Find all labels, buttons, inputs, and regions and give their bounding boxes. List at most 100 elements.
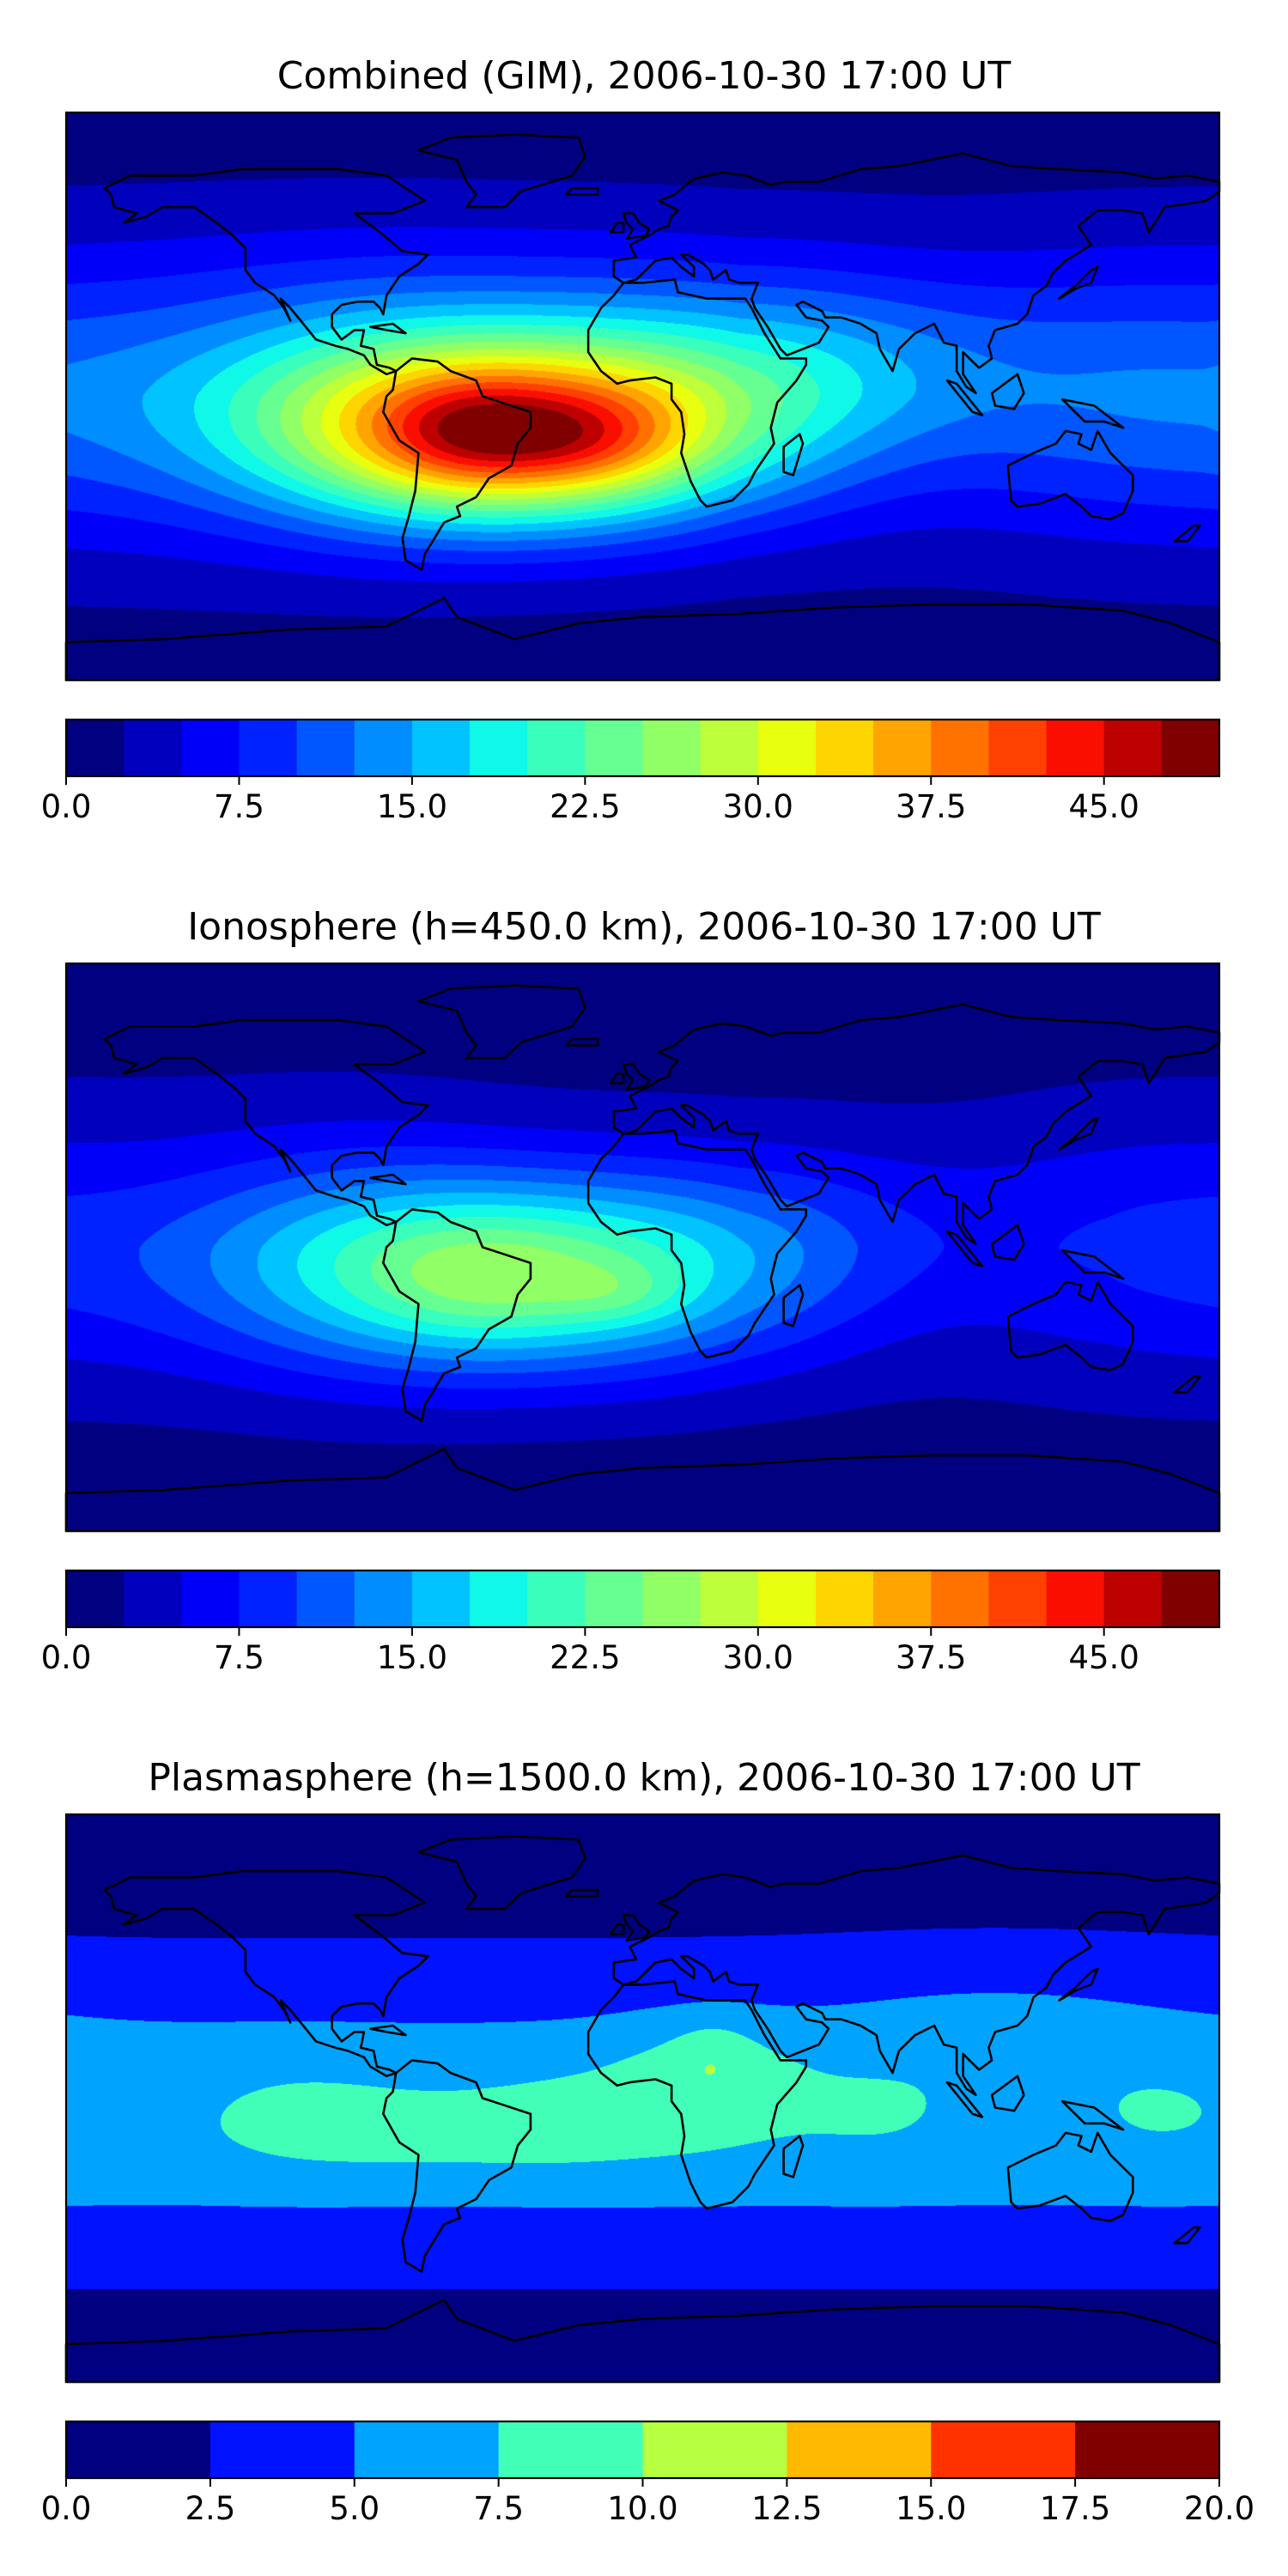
panel-ionosphere: Ionosphere (h=450.0 km), 2006-10-30 17:0… [41,905,1221,1676]
colorbar-segment [988,1571,1048,1627]
colorbar-segment [815,720,874,776]
colorbar-segment [873,720,932,776]
colorbar-segment [931,1571,989,1627]
colorbar-combined: 0.0 7.5 15.0 22.5 30.0 37.5 45.0 [41,718,1221,825]
coastline-new-zealand [1173,1375,1201,1394]
colorbar-tick-label: 2.5 [185,2490,235,2527]
coastline-new-zealand [1173,524,1201,543]
coastline-new-guinea [1060,1249,1125,1280]
colorbar-segment [1046,720,1105,776]
coastline-new-guinea [1060,398,1125,429]
colorbar-frame [64,1569,1221,1629]
coastline-greenland [417,1835,586,1911]
coastline-cuba [369,322,407,335]
colorbar-segment [931,2421,1076,2478]
map-combined [64,111,1221,682]
coastline-borneo [990,2075,1025,2112]
map-frame [64,962,1221,1533]
colorbar-segment [181,1571,240,1627]
coastline-south-america [382,2059,532,2273]
coastline-sumatra [945,379,984,416]
colorbar-frame [64,718,1221,778]
colorbar-tick-label: 17.5 [1040,2490,1110,2527]
coastline-australia [1006,2131,1134,2222]
colorbar-tick-label: 30.0 [723,788,793,825]
coastline-africa [586,1980,808,2210]
colorbar-tick-label: 15.0 [377,1639,447,1676]
colorbar-segment [1046,1571,1105,1627]
colorbar-tick-label: 7.5 [473,2490,524,2527]
colorbar-segment [642,2421,787,2478]
colorbar-tick-label: 12.5 [751,2490,822,2527]
colorbar-segment [642,720,702,776]
colorbar-segment [181,720,240,776]
colorbar-segment [1075,2421,1220,2478]
colorbar-tick-label: 7.5 [214,788,264,825]
colorbar-segment [296,720,355,776]
coastline-madagascar [782,1284,805,1327]
coastline-cuba [369,2024,407,2037]
coastline-australia [1006,1280,1134,1371]
colorbar-segment [1103,720,1163,776]
colorbar-segment [527,720,586,776]
colorbar-tick-label: 0.0 [41,1639,92,1676]
colorbar-segment [239,1571,298,1627]
colorbar-segment [700,720,759,776]
coastline-north-america [103,1018,429,1227]
colorbar-segment [411,1571,471,1627]
coastline-japan [1058,1116,1099,1151]
colorbar-segment [498,2421,644,2478]
coastline-greenland [417,984,586,1060]
coastline-great-britain [622,1914,651,1942]
colorbar-segment [354,2421,500,2478]
coastline-north-america [103,1869,429,2078]
colorbar-ionosphere: 0.0 7.5 15.0 22.5 30.0 37.5 45.0 [41,1569,1221,1676]
coastline-ireland [609,222,625,234]
coastline-north-america [103,167,429,376]
coastline-sumatra [945,2081,984,2118]
colorbar-segment [642,1571,702,1627]
coastline-great-britain [622,1063,651,1091]
panel-title: Combined (GIM), 2006-10-30 17:00 UT [277,54,1012,98]
map-frame [64,1813,1221,2384]
colorbar-tick-label: 20.0 [1184,2490,1255,2527]
colorbar-segment [1103,1571,1163,1627]
colorbar-tick-label: 7.5 [214,1639,264,1676]
colorbar-segment [239,720,298,776]
colorbar-tick-label: 30.0 [723,1639,793,1676]
colorbar-segment [787,2421,932,2478]
colorbar-segment [585,720,644,776]
coastline-sumatra [945,1230,984,1267]
colorbar-segment [66,2421,211,2478]
coastline-south-america [382,1208,532,1422]
map-ionosphere [64,962,1221,1533]
coastline-iceland [564,186,599,196]
colorbar-tick-label: 37.5 [896,1639,966,1676]
colorbar-tick-label: 45.0 [1069,1639,1139,1676]
coastline-japan [1058,265,1099,300]
coastline-japan [1058,1967,1099,2002]
colorbar-segment [1161,1571,1220,1627]
colorbar-segment [815,1571,874,1627]
colorbar-segment [354,1571,413,1627]
map-plasmasphere [64,1813,1221,2384]
coastline-australia [1006,429,1134,520]
colorbar-segment [585,1571,644,1627]
colorbar-tick-label: 15.0 [377,788,447,825]
colorbar-segment [988,720,1048,776]
coastline-south-america [382,357,532,571]
colorbar-segment [700,1571,759,1627]
colorbar-segment [757,1571,817,1627]
colorbar-tick-label: 10.0 [607,2490,677,2527]
colorbar-tick-label: 22.5 [550,788,620,825]
coastline-cuba [369,1173,407,1186]
coastline-africa [586,278,808,508]
colorbar-segment [296,1571,355,1627]
colorbar-tick-label: 5.0 [329,2490,380,2527]
colorbar-segment [527,1571,586,1627]
coastline-madagascar [782,2135,805,2178]
colorbar-segment [757,720,817,776]
colorbar-tick-label: 37.5 [896,788,966,825]
colorbar-segment [470,720,528,776]
